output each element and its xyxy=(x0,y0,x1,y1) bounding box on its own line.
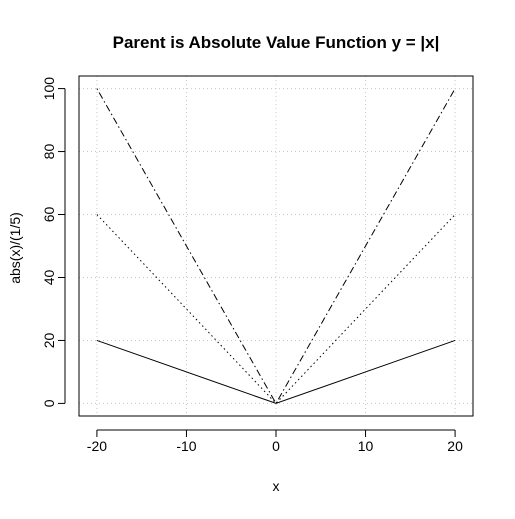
plot-box xyxy=(78,75,474,417)
y-tick-label-3: 60 xyxy=(41,207,57,223)
y-tick-label-2: 40 xyxy=(41,269,57,285)
y-axis-label: abs(x)/(1/5) xyxy=(7,212,23,284)
series-line-1 xyxy=(96,339,456,404)
x-tick-label-4: 20 xyxy=(447,438,463,454)
y-tick-label-4: 80 xyxy=(41,144,57,160)
y-tick-label-1: 20 xyxy=(41,332,57,348)
grid xyxy=(79,76,473,416)
x-tick-label-3: 10 xyxy=(358,438,374,454)
axes: -20 -10 0 10 20 0 20 40 60 80 100 xyxy=(41,75,474,454)
x-tick-label-0: -20 xyxy=(87,438,107,454)
x-axis-label: x xyxy=(273,478,280,494)
y-tick-label-0: 0 xyxy=(41,399,57,407)
chart-title: Parent is Absolute Value Function y = |x… xyxy=(113,33,440,52)
x-tick-label-1: -10 xyxy=(176,438,196,454)
y-tick-label-5: 100 xyxy=(41,77,57,101)
x-tick-label-2: 0 xyxy=(272,438,280,454)
series-group xyxy=(96,88,456,405)
series-line-2 xyxy=(96,214,456,405)
series-line-3 xyxy=(96,88,456,405)
